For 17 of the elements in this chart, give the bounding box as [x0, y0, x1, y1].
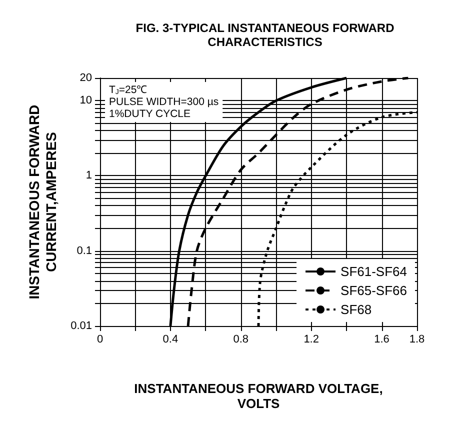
- x-tick-label: 1.2: [304, 334, 319, 346]
- x-tick-label: 0.4: [162, 334, 178, 346]
- x-tick-label: 1.8: [409, 334, 425, 346]
- x-tick-label: 1.6: [374, 334, 390, 346]
- legend-label: SF68: [340, 302, 372, 317]
- x-tick-label: 0.8: [233, 334, 249, 346]
- legend-label: SF65-SF66: [340, 283, 408, 298]
- y-tick-label: 20: [80, 72, 92, 84]
- x-axis-title: INSTANTANEOUS FORWARD VOLTAGE, VOLTS: [134, 381, 383, 411]
- x-tick-label: 0: [96, 334, 104, 346]
- y-tick-label: 0.1: [76, 244, 92, 257]
- y-tick-label: 10: [80, 94, 92, 107]
- chart-title: FIG. 3-TYPICAL INSTANTANEOUS FORWARD CHARACTERISTICS: [136, 21, 395, 49]
- y-tick-label: 1: [86, 170, 92, 182]
- legend-label: SF61-SF64: [340, 264, 408, 279]
- y-axis-title: INSTANTANEOUS FORWARD CURRENT,AMPERES: [26, 104, 60, 300]
- y-tick-label: 0.01: [70, 320, 92, 332]
